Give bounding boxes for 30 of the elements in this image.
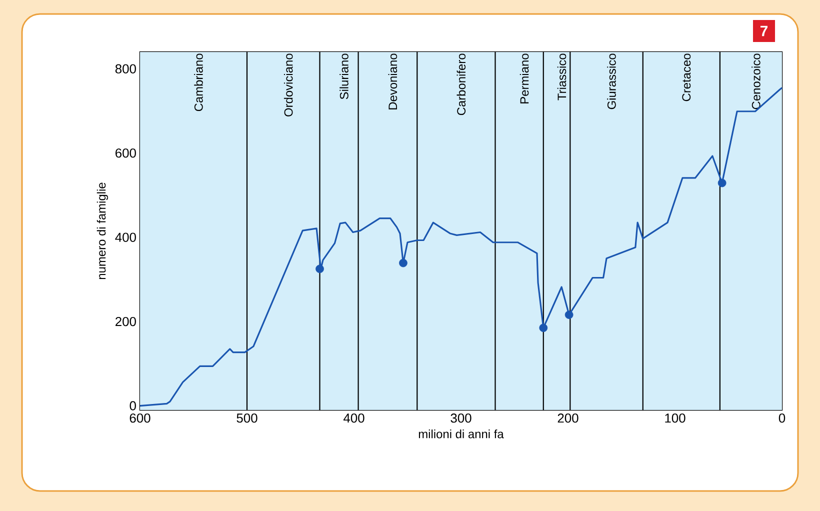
band-label: Devoniano [388, 54, 398, 110]
y-tick-label: 400 [115, 232, 136, 242]
point [399, 258, 408, 268]
band-label: Cretaceo [682, 54, 691, 102]
point [316, 264, 324, 274]
band-label: Giurassico [607, 54, 616, 110]
y-tick-label: 800 [115, 64, 136, 74]
band-label: Carbonifero [456, 54, 466, 116]
band-label: Cenozoico [752, 54, 760, 110]
point [539, 324, 548, 332]
x-tick-label: 100 [665, 414, 686, 423]
x-tick-label: 0 [778, 414, 786, 423]
band-label: Triassico [557, 54, 566, 100]
y-tick-label: 0 [130, 401, 136, 410]
y-tick-label: 200 [116, 316, 136, 326]
y-tick-label: 600 [116, 148, 136, 158]
y-axis-title: numero di famiglie [96, 182, 108, 280]
x-tick-label: 500 [236, 414, 258, 423]
band-label: Siluriano [340, 54, 348, 100]
text: 7 [760, 26, 768, 36]
point [564, 310, 574, 319]
x-tick-label: 200 [558, 414, 578, 423]
x-tick-label: 300 [450, 414, 472, 423]
x-tick-label: 400 [343, 414, 364, 423]
band-label: Ordoviciano [284, 54, 293, 116]
x-tick-label: 600 [130, 414, 150, 423]
point [718, 178, 726, 188]
x-axis-title: milioni di anni fa [418, 430, 504, 438]
band-label: Permiano [520, 54, 529, 104]
band-label: Cambriano [194, 54, 203, 112]
